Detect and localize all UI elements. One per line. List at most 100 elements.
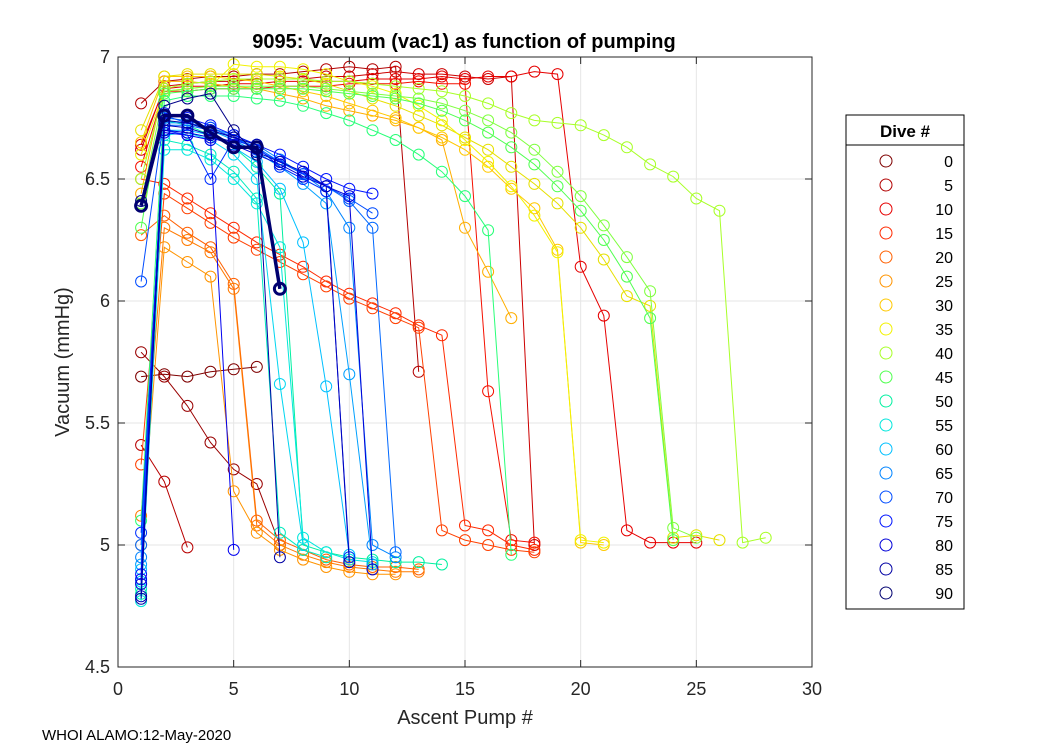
data-point — [320, 77, 333, 90]
axis-ticks: 0 5 10 15 20 25 30 4.5 5 5.5 6 6.5 7 — [85, 47, 822, 699]
data-point — [227, 68, 240, 81]
legend-marker — [879, 154, 893, 168]
data-point — [551, 165, 564, 178]
data-point — [343, 556, 356, 569]
data-point — [505, 70, 518, 83]
data-point — [389, 556, 402, 569]
data-point — [181, 73, 194, 85]
data-point — [297, 82, 310, 95]
data-point — [320, 546, 333, 559]
data-point — [644, 536, 657, 549]
data-point — [459, 519, 471, 532]
data-point — [181, 70, 194, 83]
data-point — [667, 531, 680, 544]
series-line — [140, 246, 396, 575]
data-point — [459, 104, 471, 117]
data-point — [620, 290, 633, 303]
data-point — [435, 85, 448, 98]
legend-entry: 50 — [879, 394, 953, 411]
data-point — [690, 192, 703, 205]
data-point — [389, 561, 402, 573]
data-point — [204, 77, 217, 90]
data-point — [597, 536, 610, 549]
data-point — [482, 524, 495, 537]
data-point — [412, 99, 425, 112]
data-point — [181, 226, 194, 239]
data-point — [181, 82, 194, 95]
data-point — [366, 92, 379, 105]
data-point — [227, 165, 240, 178]
data-point — [389, 565, 402, 578]
legend-label: 0 — [944, 154, 953, 171]
data-point — [273, 87, 286, 100]
data-point — [320, 185, 333, 198]
data-point — [667, 521, 680, 534]
data-point — [320, 180, 333, 193]
data-point — [204, 90, 217, 102]
data-point — [343, 104, 356, 117]
legend-entry: 10 — [879, 202, 953, 219]
data-point — [180, 108, 195, 123]
data-point — [412, 321, 425, 334]
data-point — [505, 107, 518, 120]
data-point — [412, 148, 425, 161]
data-point — [204, 75, 217, 88]
data-point — [528, 158, 541, 171]
data-point — [204, 246, 217, 259]
data-point — [551, 68, 564, 81]
data-point — [297, 170, 310, 183]
series-dive-25 — [135, 241, 402, 581]
legend-marker — [879, 322, 893, 336]
data-point — [759, 531, 772, 544]
data-point — [389, 60, 402, 73]
series-line — [140, 66, 420, 372]
legend-marker — [879, 394, 893, 408]
legend-label: 45 — [935, 370, 953, 387]
data-point — [644, 312, 657, 325]
data-point — [320, 80, 333, 93]
data-point — [250, 68, 263, 81]
legend-label: 25 — [935, 274, 953, 291]
series-line — [140, 71, 697, 544]
data-point — [135, 509, 148, 522]
legend-label: 80 — [935, 538, 953, 555]
data-point — [272, 281, 287, 296]
data-point — [412, 68, 425, 81]
data-point — [204, 270, 217, 283]
data-point — [412, 121, 425, 134]
legend-entry: 70 — [879, 490, 953, 507]
data-point — [181, 202, 194, 215]
data-point — [528, 543, 541, 556]
data-point — [459, 77, 471, 90]
data-point — [297, 553, 310, 566]
legend-entry: 20 — [879, 250, 953, 267]
data-point — [435, 97, 448, 110]
data-point — [528, 177, 541, 190]
data-point — [551, 197, 564, 210]
data-point — [135, 138, 148, 151]
data-point — [158, 70, 171, 83]
data-point — [343, 114, 356, 127]
data-point — [459, 534, 471, 547]
legend-marker — [879, 490, 893, 504]
data-point — [181, 399, 194, 412]
data-point — [250, 519, 263, 532]
data-point — [667, 170, 680, 183]
data-point — [297, 75, 310, 88]
data-point — [320, 280, 333, 293]
series-dive-40 — [135, 73, 772, 549]
data-point — [227, 75, 240, 88]
data-point — [690, 536, 703, 549]
data-point — [203, 125, 218, 140]
data-point — [459, 134, 471, 146]
data-point — [135, 573, 148, 586]
data-point — [320, 70, 333, 83]
data-point — [389, 546, 402, 559]
data-point — [158, 87, 171, 100]
data-point — [320, 561, 333, 573]
data-point — [227, 80, 240, 93]
data-point — [597, 309, 610, 322]
data-point — [574, 260, 587, 273]
data-point — [597, 129, 610, 142]
data-point — [459, 190, 471, 203]
